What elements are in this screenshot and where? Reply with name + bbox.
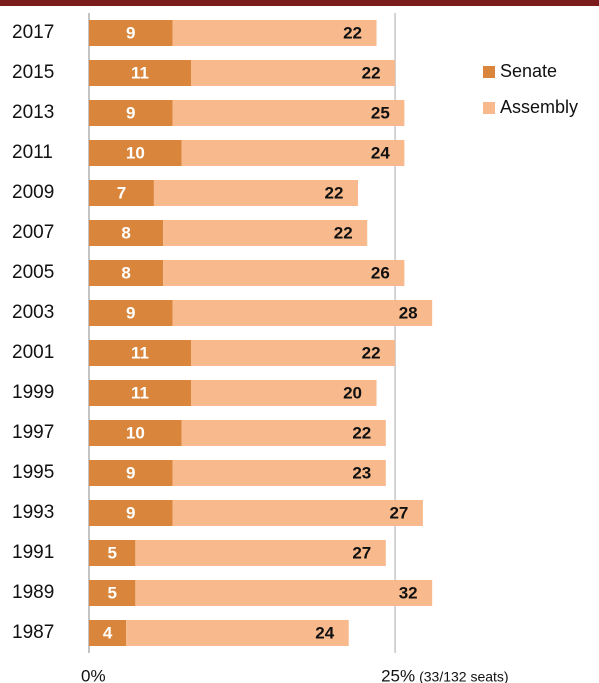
data-label: 5 [107, 583, 116, 602]
bar-segment [89, 380, 192, 406]
legend-swatch [483, 102, 495, 114]
data-label: 10 [126, 143, 145, 162]
data-label: 20 [343, 383, 362, 402]
y-tick-label: 2013 [12, 102, 54, 123]
y-tick-label: 2005 [12, 262, 54, 283]
legend-label: Assembly [500, 97, 578, 117]
top-band [0, 0, 599, 6]
bar-segment [172, 500, 423, 526]
y-tick-label: 2015 [12, 62, 54, 83]
bar-segment [135, 580, 433, 606]
data-label: 23 [352, 463, 371, 482]
bar-segment [89, 20, 173, 46]
data-label: 11 [131, 343, 149, 362]
bar-segment [89, 300, 173, 326]
y-tick-label: 1987 [12, 622, 54, 643]
bar-segment [89, 620, 127, 646]
bar-segment [89, 420, 182, 446]
bar-segment [89, 220, 164, 246]
data-label: 9 [126, 103, 135, 122]
data-label: 11 [131, 383, 149, 402]
bar-segment [89, 140, 182, 166]
bar-segment [89, 180, 154, 206]
y-tick-label: 1997 [12, 422, 54, 443]
bar-segment [181, 420, 386, 446]
y-tick-label: 2001 [12, 342, 54, 363]
bar-segment [163, 260, 405, 286]
data-label: 28 [399, 303, 418, 322]
data-label: 9 [126, 303, 135, 322]
data-label: 32 [399, 583, 418, 602]
bar-segment [89, 540, 136, 566]
x-tick-label: 25% [381, 666, 415, 683]
bar-segment [89, 60, 192, 86]
data-label: 25 [371, 103, 390, 122]
bar-segment [191, 60, 396, 86]
y-tick-label: 2017 [12, 22, 54, 43]
bar-segment [126, 620, 349, 646]
y-tick-label: 1999 [12, 382, 54, 403]
data-label: 4 [103, 623, 113, 642]
y-tick-label: 2009 [12, 182, 54, 203]
data-label: 8 [121, 223, 130, 242]
data-label: 11 [131, 63, 149, 82]
y-tick-label: 1989 [12, 582, 54, 603]
bar-segment [191, 380, 377, 406]
data-label: 9 [126, 503, 135, 522]
bar-segment [181, 140, 405, 166]
bar-segment [172, 460, 386, 486]
data-label: 22 [362, 343, 381, 362]
legend-swatch [483, 66, 495, 78]
x-tick-label: 0% [81, 666, 106, 683]
bar-segment [89, 580, 136, 606]
legend-label: Senate [500, 61, 557, 81]
bar-segment [89, 340, 192, 366]
y-tick-label: 1995 [12, 462, 54, 483]
data-label: 9 [126, 23, 135, 42]
data-label: 27 [352, 543, 371, 562]
data-label: 22 [343, 23, 362, 42]
data-label: 22 [325, 183, 344, 202]
data-label: 10 [126, 423, 145, 442]
data-label: 5 [107, 543, 116, 562]
bar-segment [135, 540, 386, 566]
y-tick-label: 1991 [12, 542, 54, 563]
bar-segment [89, 100, 173, 126]
data-label: 24 [371, 143, 390, 162]
data-label: 27 [389, 503, 408, 522]
bar-segment [163, 220, 368, 246]
bar-segment [191, 340, 396, 366]
y-tick-label: 2007 [12, 222, 54, 243]
y-tick-label: 1993 [12, 502, 54, 523]
data-label: 22 [352, 423, 371, 442]
bar-segment [172, 300, 433, 326]
y-tick-label: 2003 [12, 302, 54, 323]
data-label: 7 [117, 183, 126, 202]
bar-segment [89, 260, 164, 286]
data-label: 24 [315, 623, 334, 642]
y-tick-label: 2011 [12, 142, 53, 163]
data-label: 8 [121, 263, 130, 282]
data-label: 22 [334, 223, 353, 242]
data-label: 26 [371, 263, 390, 282]
data-label: 9 [126, 463, 135, 482]
bar-segment [153, 180, 358, 206]
annotation: (33/132 seats) [419, 669, 509, 683]
data-label: 22 [362, 63, 381, 82]
bar-segment [89, 500, 173, 526]
bar-segment [172, 20, 377, 46]
bar-segment [89, 460, 173, 486]
bar-segment [172, 100, 405, 126]
